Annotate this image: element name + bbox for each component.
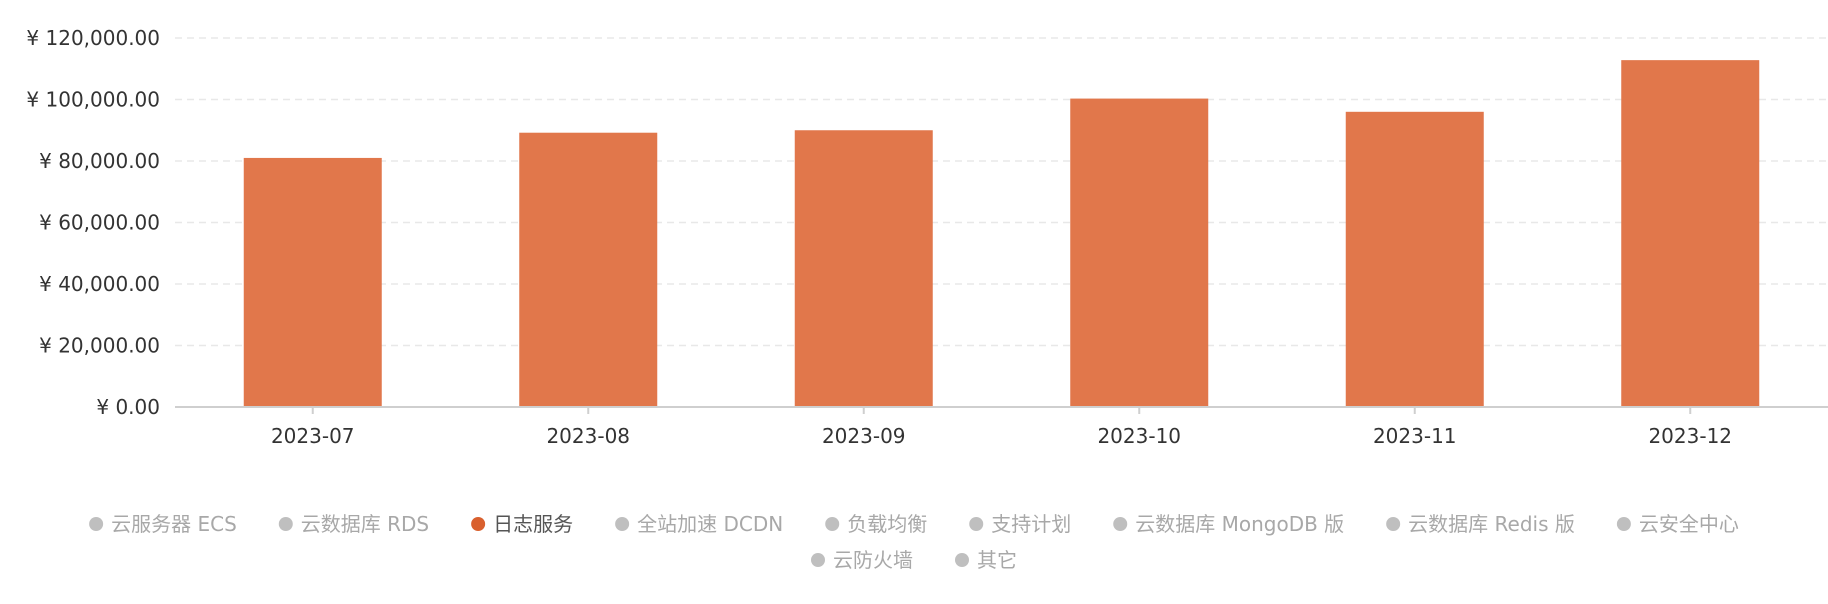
y-tick-label: ¥ 120,000.00 — [26, 26, 160, 50]
x-axis: 2023-07 2023-08 2023-09 2023-10 2023-11 2023-… — [175, 406, 1828, 448]
y-axis: ¥ 0.00 ¥ 20,000.00 ¥ 40,000.00 ¥ 60,000.00 ¥… — [26, 26, 160, 419]
legend-dot-icon — [471, 517, 486, 531]
legend-label: 全站加速 DCDN — [637, 512, 783, 536]
legend-item[interactable]: 云数据库 Redis 版 — [1386, 512, 1575, 536]
legend-label: 其它 — [977, 548, 1017, 572]
x-tick-label: 2023-12 — [1648, 424, 1732, 448]
legend-item[interactable]: 云数据库 MongoDB 版 — [1113, 512, 1344, 536]
legend-item[interactable]: 负载均衡 — [825, 512, 927, 536]
legend-label: 云防火墙 — [833, 548, 913, 572]
legend-label: 云安全中心 — [1639, 512, 1739, 536]
bar-2023-12[interactable] — [1621, 60, 1760, 407]
legend-label: 云服务器 ECS — [111, 512, 237, 536]
bar-2023-07[interactable] — [243, 157, 382, 407]
legend-dot-icon — [1113, 517, 1128, 531]
legend-dot-icon — [811, 553, 825, 567]
legend-dot-icon — [278, 517, 293, 531]
legend-item[interactable]: 云数据库 RDS — [278, 512, 429, 536]
legend-item[interactable]: 云服务器 ECS — [89, 512, 237, 536]
legend-label: 日志服务 — [493, 512, 573, 536]
legend-item[interactable]: 其它 — [955, 548, 1017, 572]
legend-dot-icon — [1616, 517, 1631, 531]
y-tick-label: ¥ 20,000.00 — [39, 334, 160, 358]
legend-dot-icon — [955, 553, 969, 567]
legend-dot-icon — [89, 517, 104, 531]
x-tick-label: 2023-09 — [822, 424, 906, 448]
legend: 云服务器 ECS 云数据库 RDS 日志服务 全站加速 DCDN 负载均衡 支持计划 云数据… — [89, 512, 1739, 572]
legend-item[interactable]: 全站加速 DCDN — [615, 512, 783, 536]
legend-item[interactable]: 云防火墙 — [811, 548, 913, 572]
legend-dot-icon — [615, 517, 630, 531]
grid-lines — [175, 37, 1828, 347]
bar-2023-11[interactable] — [1345, 111, 1484, 408]
legend-label: 云数据库 MongoDB 版 — [1135, 512, 1344, 536]
y-tick-label: ¥ 80,000.00 — [39, 149, 160, 173]
legend-label: 负载均衡 — [847, 512, 927, 536]
legend-label: 支持计划 — [991, 512, 1071, 536]
bar-2023-08[interactable] — [519, 132, 658, 407]
x-tick-label: 2023-08 — [546, 424, 630, 448]
legend-item[interactable]: 日志服务 — [471, 512, 573, 536]
y-tick-label: ¥ 60,000.00 — [39, 211, 160, 235]
legend-item[interactable]: 支持计划 — [969, 512, 1071, 536]
x-tick-label: 2023-10 — [1097, 424, 1181, 448]
y-tick-label: ¥ 0.00 — [96, 395, 160, 419]
legend-dot-icon — [1386, 517, 1401, 531]
y-tick-label: ¥ 40,000.00 — [39, 272, 160, 296]
bar-2023-09[interactable] — [794, 130, 933, 407]
bars — [243, 60, 1760, 408]
x-tick-label: 2023-07 — [271, 424, 355, 448]
y-tick-label: ¥ 100,000.00 — [26, 88, 160, 112]
legend-dot-icon — [969, 517, 984, 531]
legend-dot-icon — [825, 517, 840, 531]
x-tick-label: 2023-11 — [1373, 424, 1457, 448]
legend-label: 云数据库 RDS — [301, 512, 429, 536]
bar-2023-10[interactable] — [1070, 98, 1209, 407]
legend-item[interactable]: 云安全中心 — [1616, 512, 1739, 536]
legend-label: 云数据库 Redis 版 — [1408, 512, 1575, 536]
